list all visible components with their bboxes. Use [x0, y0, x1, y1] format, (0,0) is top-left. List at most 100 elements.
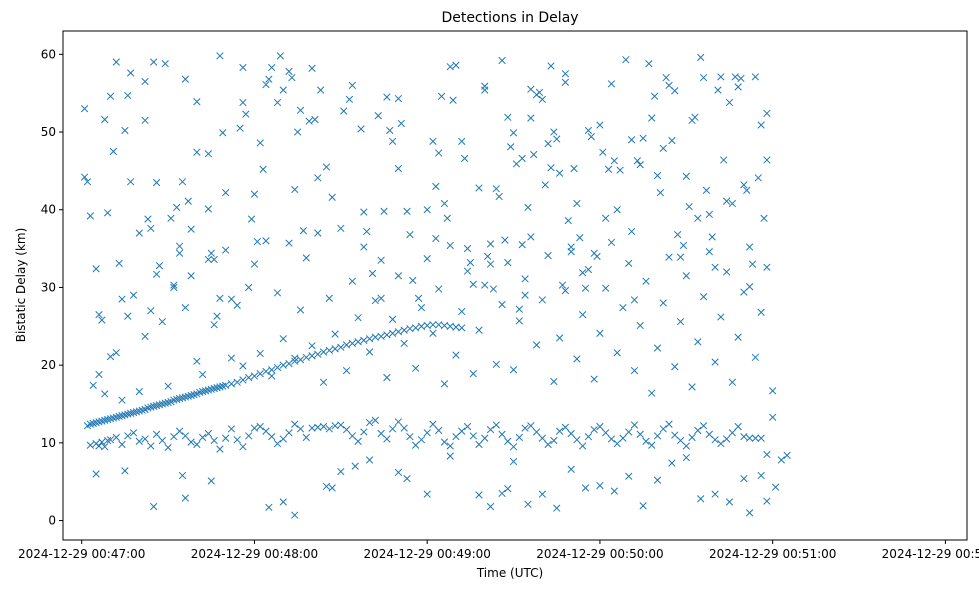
data-point [354, 338, 362, 346]
data-point [576, 234, 584, 242]
data-point [89, 419, 97, 428]
data-point [653, 476, 662, 484]
data-point [593, 252, 601, 261]
data-point [535, 88, 544, 97]
data-point [250, 190, 259, 198]
data-point [538, 490, 547, 498]
data-point [699, 293, 708, 301]
data-point [178, 178, 187, 186]
data-point [429, 420, 437, 428]
data-point [365, 456, 374, 464]
data-point [319, 378, 328, 386]
data-point [725, 498, 734, 506]
x-tick-label: 2024-12-29 00:50:00 [536, 547, 663, 561]
data-point [432, 234, 440, 243]
data-point [745, 434, 754, 442]
data-point [509, 366, 518, 374]
data-point [98, 438, 106, 446]
data-point [699, 422, 708, 430]
x-tick-label: 2024-12-29 00:52:00 [882, 547, 979, 561]
data-point [509, 443, 518, 451]
data-point [682, 172, 690, 180]
data-point [769, 413, 777, 421]
data-point [302, 433, 310, 442]
data-point [219, 129, 227, 137]
data-point [486, 260, 495, 268]
data-point [579, 269, 587, 277]
data-point [446, 452, 454, 460]
data-point [763, 497, 771, 505]
data-point [610, 487, 618, 495]
data-point [446, 442, 454, 450]
data-point [555, 169, 564, 177]
data-point [388, 315, 397, 323]
data-point [676, 436, 685, 445]
data-point [458, 427, 466, 435]
data-point [642, 437, 650, 445]
data-point [475, 184, 483, 192]
data-point [625, 428, 633, 436]
data-point [118, 440, 126, 449]
data-point [630, 366, 639, 375]
data-point [216, 445, 224, 453]
data-point [403, 474, 411, 483]
data-point [394, 328, 403, 336]
data-point [763, 156, 771, 164]
data-point [388, 329, 397, 337]
data-point [141, 332, 149, 341]
data-point [181, 432, 190, 440]
data-point [610, 157, 618, 165]
data-point [296, 106, 305, 114]
data-point [740, 432, 748, 441]
data-point [584, 265, 593, 274]
data-point [676, 253, 685, 261]
data-point [308, 64, 316, 72]
data-point [204, 205, 213, 213]
data-point [210, 384, 218, 393]
data-point [722, 197, 731, 205]
data-point [694, 214, 702, 222]
data-point [553, 504, 561, 512]
data-point [86, 441, 95, 449]
data-point [452, 432, 460, 441]
data-point [147, 224, 155, 233]
data-point [319, 348, 328, 356]
data-point [722, 435, 731, 443]
data-point [406, 230, 414, 239]
data-point [170, 432, 178, 441]
data-point [296, 425, 305, 433]
data-point [440, 438, 449, 446]
data-point [394, 164, 403, 173]
data-point [682, 442, 690, 450]
data-point [198, 433, 207, 442]
data-point [222, 434, 230, 442]
data-point [112, 349, 120, 357]
data-point [268, 432, 276, 441]
data-point [127, 69, 135, 77]
data-point [92, 419, 100, 427]
y-axis: 0 10 20 30 40 50 60 [41, 47, 63, 528]
data-point [377, 429, 385, 438]
data-point [486, 425, 495, 434]
data-point [708, 233, 716, 241]
data-point [227, 425, 236, 433]
data-point [141, 77, 149, 86]
data-point [717, 73, 725, 81]
data-point [193, 440, 201, 449]
data-point [763, 263, 771, 271]
data-point [489, 285, 498, 293]
data-point [544, 440, 552, 449]
data-point [250, 372, 259, 380]
data-point [544, 251, 552, 260]
data-point [129, 408, 138, 417]
data-point [337, 224, 345, 233]
data-point [210, 436, 218, 445]
data-point [527, 233, 535, 241]
data-point [394, 94, 403, 103]
data-point [412, 324, 420, 332]
data-point [527, 422, 535, 430]
data-point [648, 441, 656, 449]
data-point [743, 186, 751, 194]
data-point [671, 363, 679, 371]
data-point [564, 216, 572, 225]
